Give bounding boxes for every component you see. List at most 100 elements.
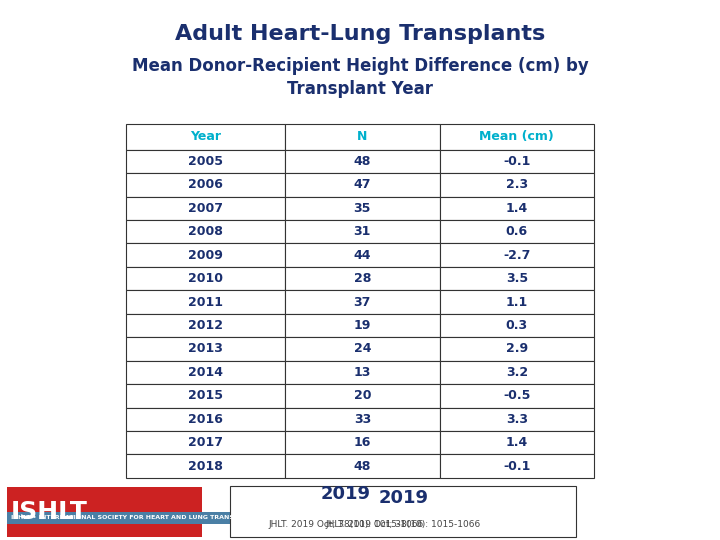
Text: 1.1: 1.1 (505, 295, 528, 308)
Text: -0.1: -0.1 (503, 155, 531, 168)
Bar (439, 384, 594, 408)
Bar (285, 408, 439, 431)
Bar (126, 361, 285, 384)
Bar (439, 291, 594, 314)
Bar (439, 337, 594, 361)
Bar (126, 408, 285, 431)
Bar (285, 150, 439, 173)
Bar (285, 384, 439, 408)
Text: 3.5: 3.5 (505, 272, 528, 285)
Bar (439, 361, 594, 384)
Bar (285, 361, 439, 384)
Bar (439, 314, 594, 337)
Bar (126, 220, 285, 244)
Text: -0.5: -0.5 (503, 389, 531, 402)
Text: 3.3: 3.3 (505, 413, 528, 426)
Text: Mean (cm): Mean (cm) (480, 131, 554, 144)
Bar (285, 173, 439, 197)
Text: Adult Heart-Lung Transplants: Adult Heart-Lung Transplants (175, 24, 545, 44)
Text: 0.3: 0.3 (505, 319, 528, 332)
Text: 2009: 2009 (188, 248, 223, 262)
Bar (126, 173, 285, 197)
Bar (439, 431, 594, 455)
Text: 2016: 2016 (188, 413, 223, 426)
Bar (126, 314, 285, 337)
Bar (285, 314, 439, 337)
Bar (126, 431, 285, 455)
Bar (126, 291, 285, 314)
Text: 2.3: 2.3 (505, 178, 528, 191)
Text: 2019: 2019 (320, 485, 371, 503)
Bar (7, 487, 202, 537)
Bar (439, 150, 594, 173)
Text: 2012: 2012 (188, 319, 223, 332)
Text: 2006: 2006 (188, 178, 223, 191)
Text: 2018: 2018 (188, 460, 223, 472)
Bar (439, 267, 594, 291)
Text: 2019: 2019 (378, 489, 428, 508)
Text: 28: 28 (354, 272, 371, 285)
Bar (285, 124, 439, 150)
Bar (230, 486, 576, 537)
Bar (126, 337, 285, 361)
Text: 31: 31 (354, 225, 371, 238)
Text: JHLT. 2019 Oct; 38(10): 1015-1066: JHLT. 2019 Oct; 38(10): 1015-1066 (268, 521, 423, 529)
Text: N: N (357, 131, 367, 144)
Text: 2013: 2013 (188, 342, 223, 355)
Bar (439, 173, 594, 197)
Bar (285, 337, 439, 361)
Text: 33: 33 (354, 413, 371, 426)
Text: -0.1: -0.1 (503, 460, 531, 472)
Bar (439, 197, 594, 220)
Bar (126, 124, 285, 150)
Text: 2011: 2011 (188, 295, 223, 308)
Text: 24: 24 (354, 342, 371, 355)
Text: 0.6: 0.6 (505, 225, 528, 238)
Text: 2010: 2010 (188, 272, 223, 285)
Text: 19: 19 (354, 319, 371, 332)
Text: 48: 48 (354, 460, 371, 472)
Text: ISHLT • INTERNATIONAL SOCIETY FOR HEART AND LUNG TRANSPLANTATION: ISHLT • INTERNATIONAL SOCIETY FOR HEART … (11, 515, 278, 521)
Bar (126, 455, 285, 478)
Text: 48: 48 (354, 155, 371, 168)
Text: JHLT. 2019 Oct; 38(10): 1015-1066: JHLT. 2019 Oct; 38(10): 1015-1066 (325, 521, 481, 529)
Text: -2.7: -2.7 (503, 248, 531, 262)
Bar (285, 267, 439, 291)
Text: 2005: 2005 (188, 155, 223, 168)
Bar (439, 220, 594, 244)
Text: 16: 16 (354, 436, 371, 449)
Bar (439, 408, 594, 431)
Text: 2008: 2008 (188, 225, 223, 238)
Bar (126, 384, 285, 408)
Text: 2.9: 2.9 (505, 342, 528, 355)
Text: 1.4: 1.4 (505, 436, 528, 449)
Bar (439, 244, 594, 267)
Bar (285, 197, 439, 220)
Bar (285, 431, 439, 455)
Bar (285, 244, 439, 267)
Text: 2007: 2007 (188, 202, 223, 215)
Bar (285, 220, 439, 244)
Bar (126, 244, 285, 267)
Bar (126, 267, 285, 291)
Text: 47: 47 (354, 178, 371, 191)
Text: 13: 13 (354, 366, 371, 379)
Bar (439, 124, 594, 150)
Text: 2015: 2015 (188, 389, 223, 402)
Text: Year: Year (190, 131, 221, 144)
Bar (285, 291, 439, 314)
Text: 3.2: 3.2 (505, 366, 528, 379)
Bar (285, 455, 439, 478)
Text: 2017: 2017 (188, 436, 223, 449)
Text: 2014: 2014 (188, 366, 223, 379)
Text: 37: 37 (354, 295, 371, 308)
Text: 44: 44 (354, 248, 371, 262)
Text: 1.4: 1.4 (505, 202, 528, 215)
Bar (126, 197, 285, 220)
Text: Mean Donor-Recipient Height Difference (cm) by
Transplant Year: Mean Donor-Recipient Height Difference (… (132, 57, 588, 98)
Text: 35: 35 (354, 202, 371, 215)
Text: 20: 20 (354, 389, 371, 402)
Text: ISHLT: ISHLT (11, 500, 88, 524)
Bar (7, 512, 338, 524)
Bar (126, 150, 285, 173)
